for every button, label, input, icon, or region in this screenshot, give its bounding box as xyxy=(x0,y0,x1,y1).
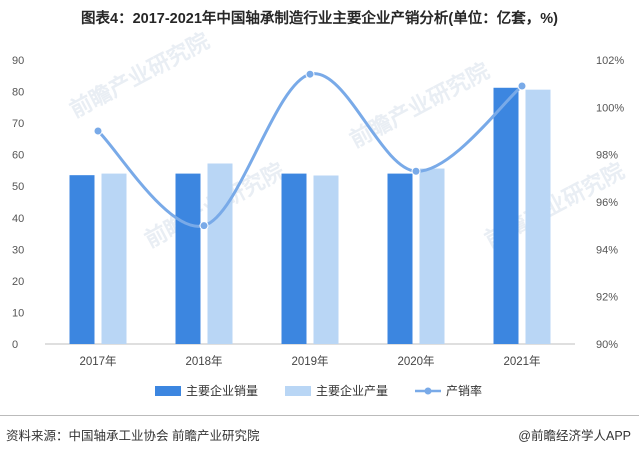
left-tick-label: 90 xyxy=(12,55,24,67)
legend-production-swatch xyxy=(285,386,311,396)
chart-title: 图表4：2017-2021年中国轴承制造行业主要企业产销分析(单位：亿套，%) xyxy=(81,11,558,27)
rate-point xyxy=(199,221,209,231)
right-tick-label: 94% xyxy=(596,244,618,256)
right-tick-label: 90% xyxy=(596,339,618,351)
legend-rate-marker xyxy=(424,387,432,395)
bar-sales xyxy=(69,175,95,344)
right-axis: 90% 92% 94% 96% 98% 100% 102% xyxy=(596,55,624,351)
x-tick-label: 2020年 xyxy=(397,354,434,368)
rate-point xyxy=(411,166,421,176)
bar-sales xyxy=(281,173,307,344)
x-tick-label: 2018年 xyxy=(185,354,222,368)
left-tick-label: 20 xyxy=(12,276,24,288)
bar-sales xyxy=(493,87,519,344)
x-tick-label: 2019年 xyxy=(291,354,328,368)
bar-production xyxy=(419,168,445,344)
right-tick-label: 102% xyxy=(596,55,624,67)
left-tick-label: 40 xyxy=(12,213,24,225)
category-labels: 2017年 2018年 2019年 2020年 2021年 xyxy=(79,354,540,368)
left-tick-label: 50 xyxy=(12,181,24,193)
watermark-text: 前瞻产业研究院 xyxy=(66,28,214,122)
legend-production-label: 主要企业产量 xyxy=(316,383,388,398)
bar-sales xyxy=(175,173,201,344)
right-tick-label: 92% xyxy=(596,292,618,304)
source-note: 资料来源：中国轴承工业协会 前瞻产业研究院 xyxy=(6,429,260,443)
bar-sales xyxy=(387,173,413,344)
left-tick-label: 70 xyxy=(12,118,24,130)
brand-note: @前瞻经济学人APP xyxy=(518,429,631,443)
left-axis: 0 10 20 30 40 50 60 70 80 90 xyxy=(12,55,24,351)
bars-layer xyxy=(69,87,551,344)
left-tick-label: 60 xyxy=(12,150,24,162)
legend-sales-swatch xyxy=(155,386,181,396)
rate-point xyxy=(93,126,103,136)
left-tick-label: 0 xyxy=(12,339,18,351)
rate-point xyxy=(517,81,527,91)
bar-production xyxy=(101,173,127,344)
right-tick-label: 98% xyxy=(596,150,618,162)
bar-production xyxy=(207,163,233,344)
x-tick-label: 2017年 xyxy=(79,354,116,368)
left-tick-label: 80 xyxy=(12,87,24,99)
legend-rate-label: 产销率 xyxy=(446,383,482,398)
legend-sales-label: 主要企业销量 xyxy=(186,383,258,398)
legend: 主要企业销量 主要企业产量 产销率 xyxy=(155,383,482,398)
bar-production xyxy=(313,175,339,344)
x-tick-label: 2021年 xyxy=(503,354,540,368)
right-tick-label: 96% xyxy=(596,197,618,209)
footer-divider xyxy=(0,415,639,416)
rate-point xyxy=(305,69,315,79)
rate-line-layer xyxy=(93,69,527,231)
left-tick-label: 10 xyxy=(12,307,24,319)
bar-production xyxy=(525,89,551,344)
left-tick-label: 30 xyxy=(12,244,24,256)
right-tick-label: 100% xyxy=(596,102,624,114)
